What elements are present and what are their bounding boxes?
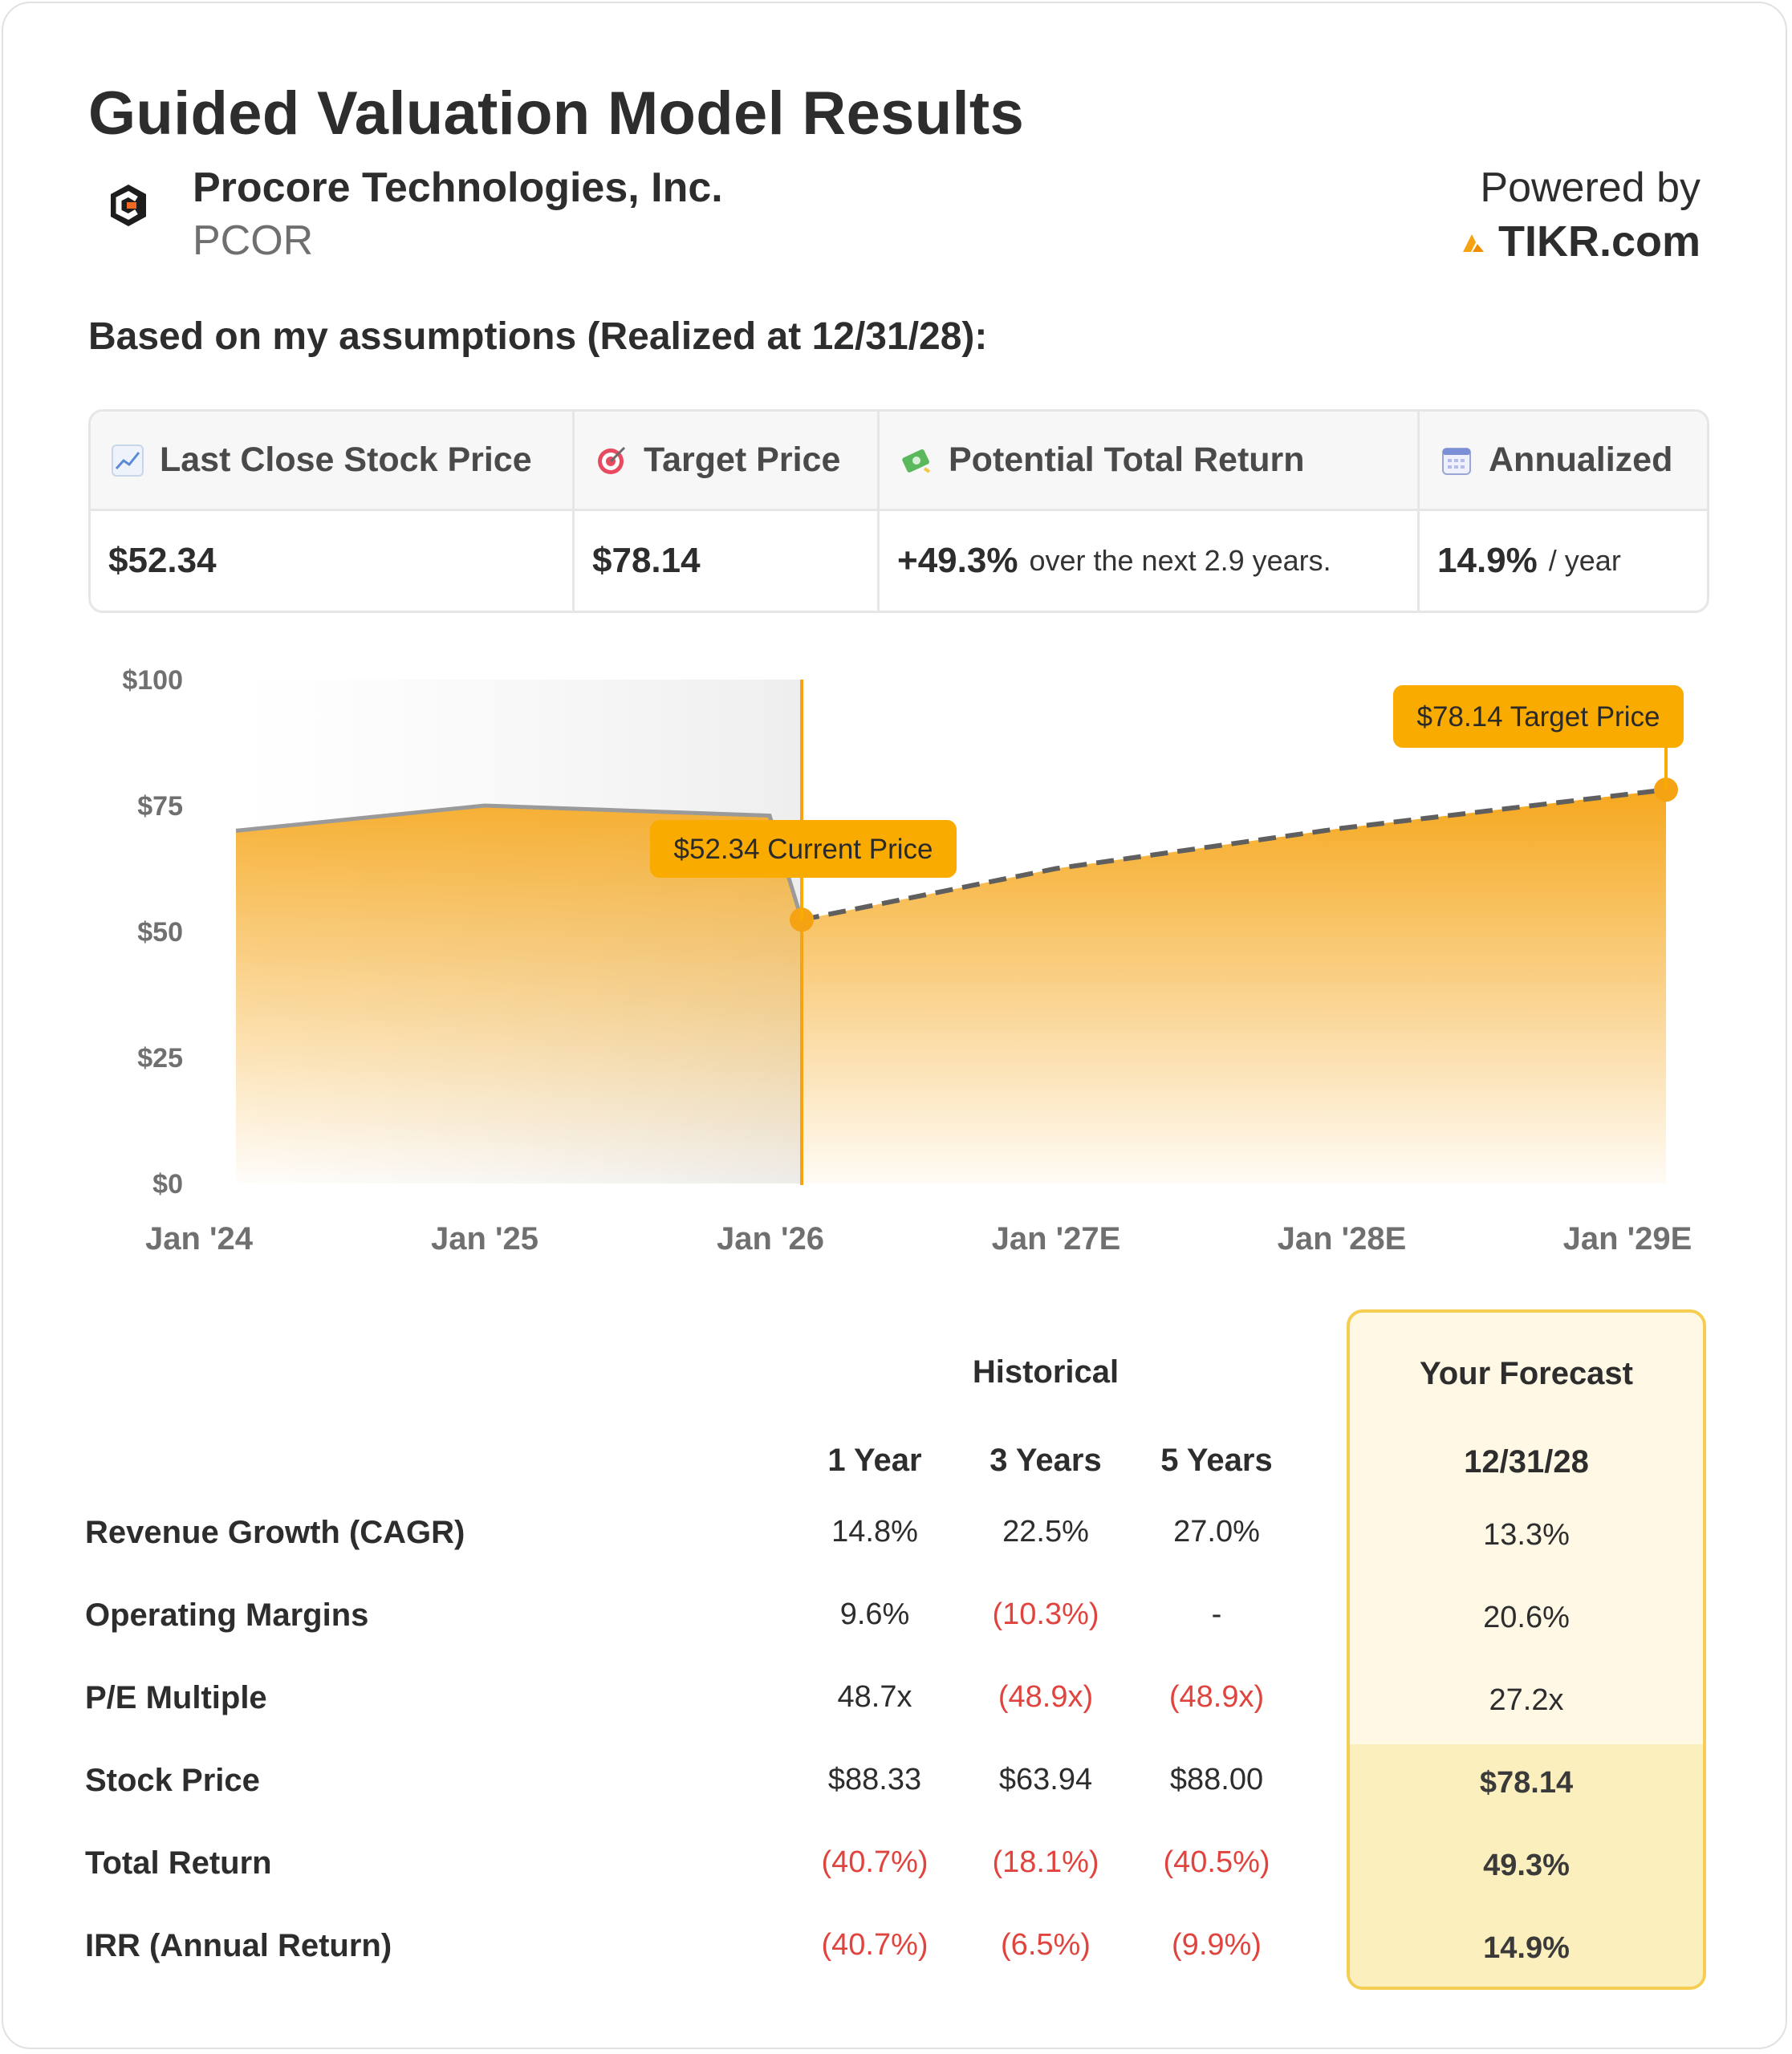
summary-suffix-annualized: / year bbox=[1548, 544, 1621, 577]
table-cell: (40.7%) bbox=[821, 1928, 929, 1962]
summary-label-target: Target Price bbox=[644, 440, 841, 479]
metrics-table: Historical Your Forecast 1 Year 3 Years … bbox=[0, 1300, 1792, 2022]
x-axis-tick-label: Jan '25 bbox=[431, 1221, 538, 1256]
table-cell: (48.9x) bbox=[1168, 1680, 1265, 1714]
col-header-5-years: 5 Years bbox=[1160, 1443, 1273, 1478]
chart-trend-icon bbox=[112, 444, 144, 477]
row-label: Total Return bbox=[85, 1845, 272, 1881]
table-cell: - bbox=[1211, 1597, 1222, 1631]
row-label: Operating Margins bbox=[85, 1597, 369, 1633]
forecast-cell: $78.14 bbox=[1479, 1766, 1574, 1800]
y-axis-tick-label: $100 bbox=[122, 665, 183, 696]
target-price-label: $78.14 Target Price bbox=[1417, 701, 1660, 733]
x-axis-tick-label: Jan '28E bbox=[1278, 1221, 1407, 1256]
table-cell: (48.9x) bbox=[998, 1680, 1094, 1714]
forecast-results-highlight bbox=[1350, 1744, 1703, 1987]
table-cell: 22.5% bbox=[1002, 1515, 1089, 1549]
money-icon bbox=[902, 449, 931, 473]
table-cell: (40.5%) bbox=[1163, 1845, 1270, 1879]
row-label: IRR (Annual Return) bbox=[85, 1928, 392, 1963]
x-axis-tick-label: Jan '26 bbox=[717, 1221, 824, 1256]
forecast-area bbox=[802, 790, 1666, 1183]
summary-value-total-return: +49.3% bbox=[897, 541, 1018, 580]
forecast-line bbox=[801, 787, 1667, 923]
price-chart: $0 $25 $50 $75 $100 Jan '24 Jan '25 Jan '26 Jan … bbox=[122, 665, 1692, 1256]
table-cell: $88.33 bbox=[827, 1763, 922, 1796]
forecast-header: Your Forecast bbox=[1420, 1356, 1633, 1391]
forecast-cell: 27.2x bbox=[1489, 1683, 1564, 1717]
y-axis-tick-label: $50 bbox=[137, 917, 183, 948]
forecast-cell: 14.9% bbox=[1483, 1931, 1570, 1965]
y-axis-tick-label: $75 bbox=[137, 791, 183, 822]
col-header-3-years: 3 Years bbox=[989, 1443, 1102, 1478]
x-axis-tick-label: Jan '24 bbox=[145, 1221, 254, 1256]
target-price-point bbox=[1654, 777, 1678, 802]
table-cell: 48.7x bbox=[837, 1680, 912, 1714]
table-cell: (40.7%) bbox=[821, 1845, 929, 1879]
table-cell: 9.6% bbox=[839, 1597, 910, 1631]
summary-col-annualized: Annualized 14.9% / year bbox=[1417, 412, 1707, 611]
page-title: Guided Valuation Model Results bbox=[88, 79, 1025, 148]
table-cell: (9.9%) bbox=[1172, 1928, 1262, 1962]
table-cell: (6.5%) bbox=[1001, 1928, 1091, 1962]
tikr-brand-link[interactable]: TIKR.com bbox=[1460, 217, 1701, 266]
tikr-brand-text: TIKR.com bbox=[1497, 217, 1701, 266]
col-header-forecast-date: 12/31/28 bbox=[1464, 1444, 1589, 1480]
historical-header: Historical bbox=[972, 1354, 1119, 1390]
current-price-label: $52.34 Current Price bbox=[674, 834, 933, 865]
col-header-1-year: 1 Year bbox=[827, 1443, 922, 1478]
summary-table: Last Close Stock Price $52.34 Target Pri… bbox=[88, 409, 1709, 613]
ticker-symbol: PCOR bbox=[193, 217, 314, 264]
row-label: Stock Price bbox=[85, 1763, 260, 1798]
forecast-cell: 49.3% bbox=[1483, 1849, 1570, 1882]
target-icon bbox=[598, 446, 626, 474]
historical-area bbox=[236, 806, 803, 1183]
company-name: Procore Technologies, Inc. bbox=[193, 164, 723, 211]
table-cell: (18.1%) bbox=[992, 1845, 1099, 1879]
forecast-cell: 13.3% bbox=[1483, 1518, 1570, 1552]
summary-label-last-close: Last Close Stock Price bbox=[160, 440, 532, 479]
row-label: Revenue Growth (CAGR) bbox=[85, 1515, 465, 1550]
summary-value-target: $78.14 bbox=[592, 541, 701, 580]
table-cell: $88.00 bbox=[1169, 1763, 1264, 1796]
table-cell: 27.0% bbox=[1173, 1515, 1260, 1549]
x-axis-tick-label: Jan '27E bbox=[992, 1221, 1121, 1256]
table-cell: (10.3%) bbox=[992, 1597, 1099, 1631]
summary-label-total-return: Potential Total Return bbox=[949, 440, 1305, 479]
x-axis-tick-label: Jan '29E bbox=[1563, 1221, 1692, 1256]
row-label: P/E Multiple bbox=[85, 1680, 267, 1715]
forecast-cell: 20.6% bbox=[1483, 1601, 1570, 1634]
y-axis-tick-label: $25 bbox=[137, 1043, 183, 1074]
current-price-callout bbox=[650, 820, 957, 878]
procore-logo-icon bbox=[111, 185, 146, 226]
table-cell: $63.94 bbox=[998, 1763, 1093, 1796]
tikr-logo-icon bbox=[1462, 234, 1484, 252]
summary-col-target: Target Price $78.14 bbox=[572, 412, 877, 611]
summary-label-annualized: Annualized bbox=[1489, 440, 1673, 479]
assumptions-subtitle: Based on my assumptions (Realized at 12/… bbox=[88, 315, 988, 358]
y-axis-tick-label: $0 bbox=[152, 1169, 183, 1200]
calendar-icon bbox=[1442, 447, 1471, 475]
target-price-callout bbox=[1393, 685, 1684, 748]
summary-suffix-total-return: over the next 2.9 years. bbox=[1029, 544, 1331, 577]
powered-by-label: Powered by bbox=[1480, 164, 1701, 211]
summary-value-annualized: 14.9% bbox=[1437, 541, 1538, 580]
summary-col-last-close: Last Close Stock Price $52.34 bbox=[91, 412, 572, 611]
table-cell: 14.8% bbox=[831, 1515, 918, 1549]
forecast-panel bbox=[1347, 1309, 1706, 1990]
summary-value-last-close: $52.34 bbox=[108, 541, 217, 580]
summary-col-total-return: Potential Total Return +49.3% over the n… bbox=[877, 412, 1417, 611]
